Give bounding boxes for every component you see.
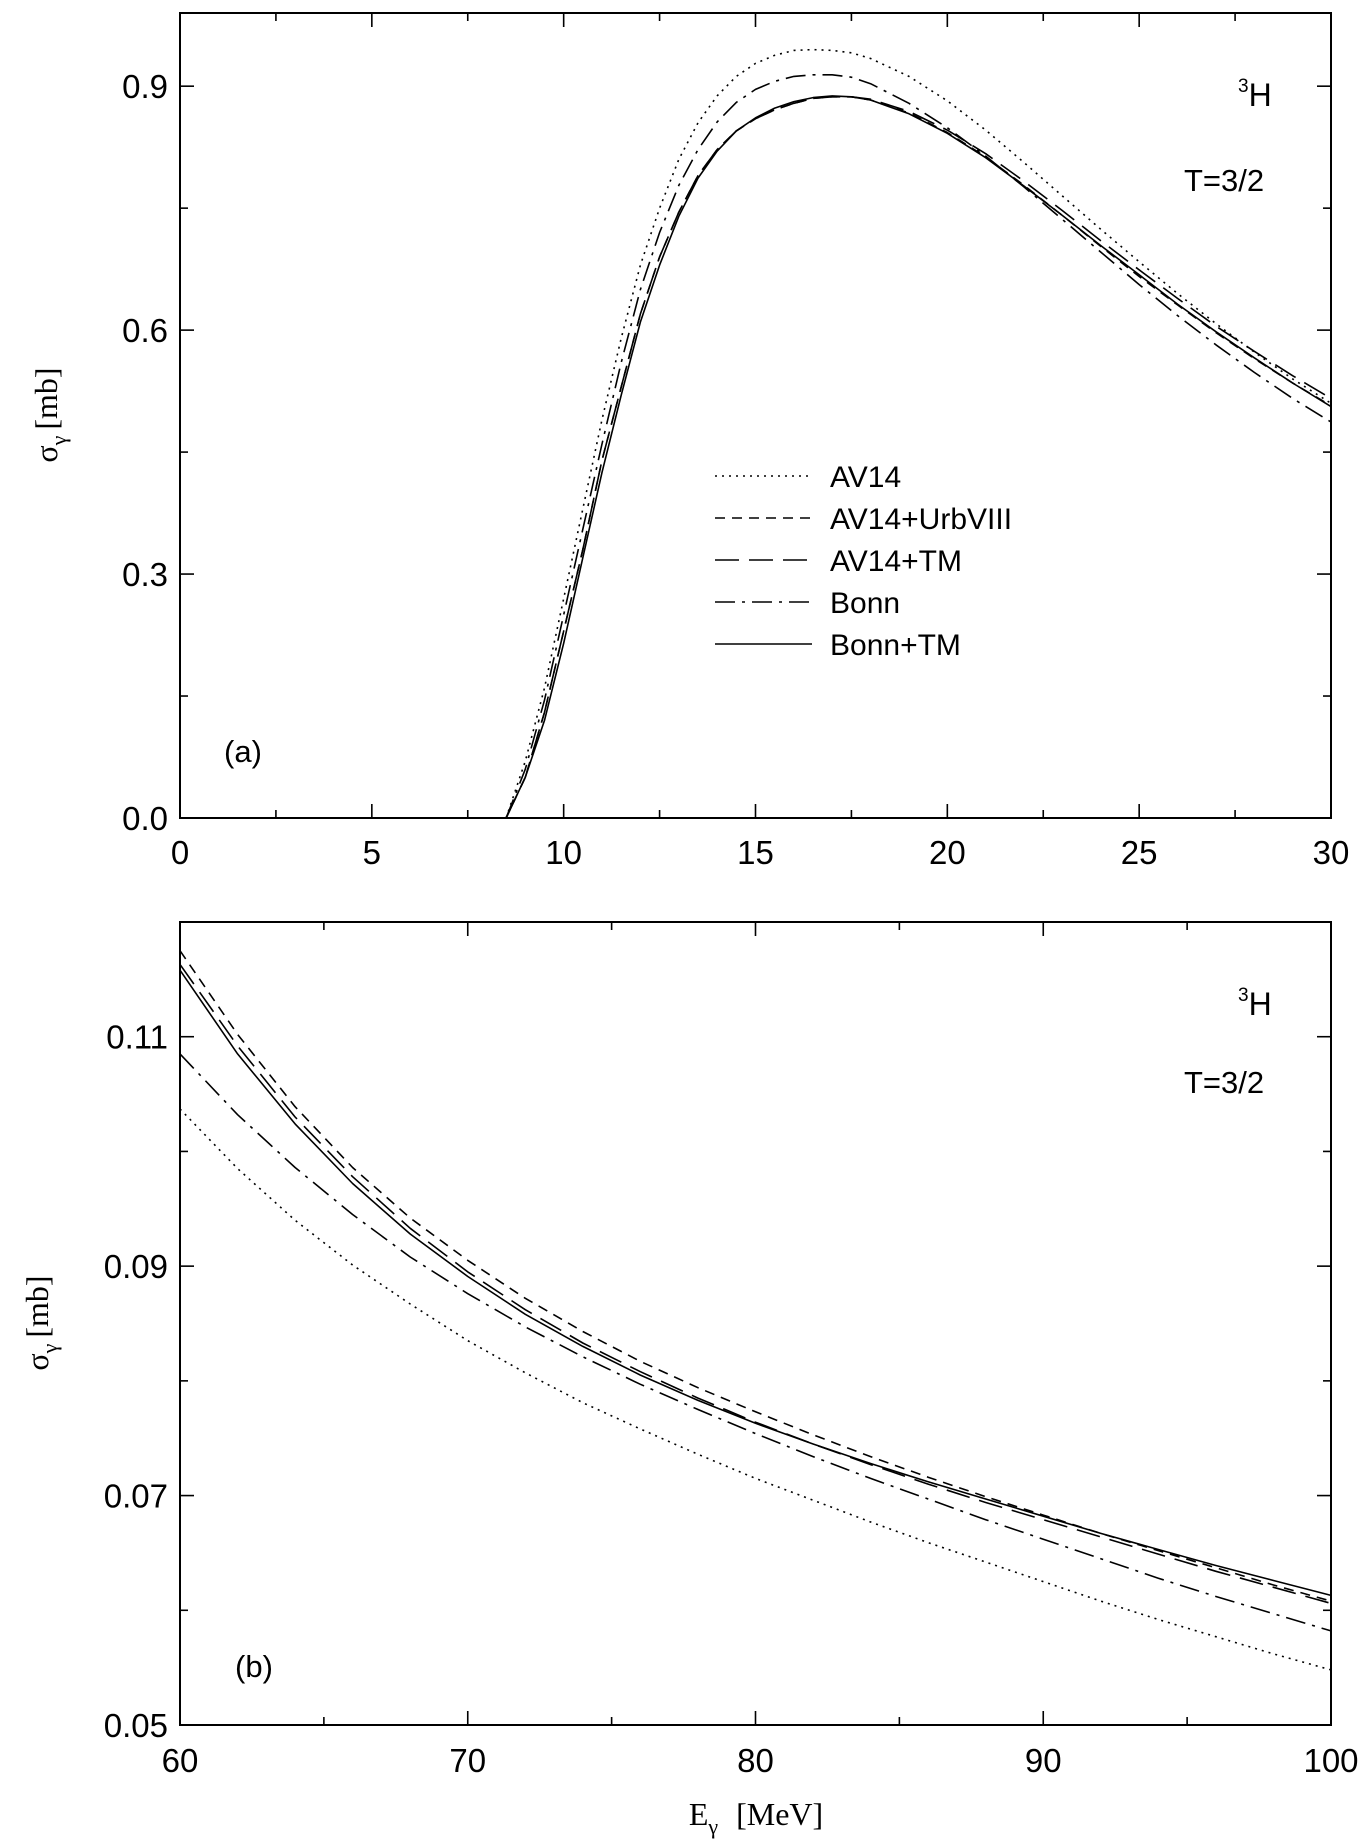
panel-a-lines bbox=[505, 48, 1332, 819]
series-line-av14-tm bbox=[179, 963, 1332, 1605]
legend-label: AV14+UrbVIII bbox=[830, 503, 1012, 536]
series-line-av14-urbviii bbox=[505, 96, 1332, 819]
series-line-bonn bbox=[179, 1053, 1332, 1632]
x-tick-label: 5 bbox=[363, 834, 381, 871]
x-tick-label: 100 bbox=[1303, 1742, 1358, 1779]
panel-a: 0 5 10 15 20 25 30 0.0 0.3 0.6 0.9 (a) 3H T=3/2 σγ… bbox=[28, 12, 1349, 871]
panel-a-ticks: 0 5 10 15 20 25 30 0.0 0.3 0.6 0.9 bbox=[122, 13, 1349, 871]
series-line-av14 bbox=[179, 1108, 1332, 1671]
panel-b-lines bbox=[179, 950, 1332, 1671]
x-tick-label: 25 bbox=[1121, 834, 1158, 871]
panel-a-frame bbox=[179, 12, 1332, 819]
y-tick-label: 0.3 bbox=[122, 556, 168, 593]
panel-a-y-axis-label: σγ [mb] bbox=[28, 367, 71, 462]
x-axis-label: Eγ [MeV] bbox=[689, 1796, 823, 1839]
panel-a-nucleus-mass: 3 bbox=[1238, 76, 1249, 97]
x-axis-symbol: E bbox=[689, 1796, 709, 1832]
panel-a-isospin: T=3/2 bbox=[1184, 163, 1264, 198]
x-tick-label: 15 bbox=[737, 834, 774, 871]
panel-b-y-axis-label: σγ [mb] bbox=[19, 1275, 62, 1370]
panel-a-nucleus-symbol: H bbox=[1249, 77, 1272, 113]
x-tick-label: 20 bbox=[929, 834, 966, 871]
x-tick-label: 10 bbox=[545, 834, 582, 871]
legend-label: Bonn+TM bbox=[830, 629, 961, 662]
panel-b-isospin: T=3/2 bbox=[1184, 1065, 1264, 1100]
panel-b-y-axis-unit: [mb] bbox=[19, 1275, 55, 1337]
panel-b-y-axis-sub: γ bbox=[37, 1343, 62, 1354]
panel-b-y-axis-symbol: σ bbox=[19, 1353, 55, 1370]
x-axis-unit: [MeV] bbox=[736, 1796, 823, 1832]
panel-a-y-axis-unit: [mb] bbox=[28, 367, 64, 429]
panel-b-label: (b) bbox=[235, 1649, 273, 1684]
x-axis-sub: γ bbox=[707, 1814, 718, 1839]
series-line-bonn bbox=[505, 74, 1332, 819]
y-tick-label: 0.9 bbox=[122, 68, 168, 105]
y-tick-label: 0.07 bbox=[104, 1478, 168, 1515]
panel-b: 60 70 80 90 100 0.05 0.07 0.09 0.11 (b) 3H T=3/2… bbox=[19, 921, 1359, 1779]
legend-label: Bonn bbox=[830, 587, 900, 620]
panel-b-frame bbox=[179, 921, 1332, 1726]
panel-a-label: (a) bbox=[224, 734, 262, 769]
x-tick-label: 30 bbox=[1313, 834, 1350, 871]
panel-a-nucleus: 3H bbox=[1238, 76, 1272, 113]
y-tick-label: 0.0 bbox=[122, 800, 168, 837]
series-line-bonn-tm bbox=[179, 969, 1332, 1597]
x-tick-label: 0 bbox=[171, 834, 189, 871]
y-tick-label: 0.6 bbox=[122, 312, 168, 349]
series-line-av14-urbviii bbox=[179, 950, 1332, 1602]
legend-label: AV14+TM bbox=[830, 545, 962, 578]
legend-label: AV14 bbox=[830, 461, 901, 494]
panel-a-y-axis-sub: γ bbox=[46, 435, 71, 446]
panel-b-nucleus: 3H bbox=[1238, 985, 1272, 1022]
panel-b-ticks: 60 70 80 90 100 0.05 0.07 0.09 0.11 bbox=[104, 921, 1359, 1779]
x-tick-label: 70 bbox=[449, 1742, 486, 1779]
series-line-bonn-tm bbox=[505, 95, 1332, 819]
y-tick-label: 0.05 bbox=[104, 1707, 168, 1744]
panel-b-nucleus-symbol: H bbox=[1249, 986, 1272, 1022]
y-tick-label: 0.09 bbox=[104, 1248, 168, 1285]
series-line-av14-tm bbox=[505, 96, 1332, 819]
legend: AV14 AV14+UrbVIII AV14+TM Bonn Bonn+TM bbox=[715, 461, 1012, 662]
x-tick-label: 90 bbox=[1025, 1742, 1062, 1779]
y-tick-label: 0.11 bbox=[106, 1019, 168, 1056]
x-tick-label: 60 bbox=[162, 1742, 199, 1779]
x-tick-label: 80 bbox=[737, 1742, 774, 1779]
panel-b-nucleus-mass: 3 bbox=[1238, 985, 1249, 1006]
panel-a-y-axis-symbol: σ bbox=[28, 445, 64, 462]
